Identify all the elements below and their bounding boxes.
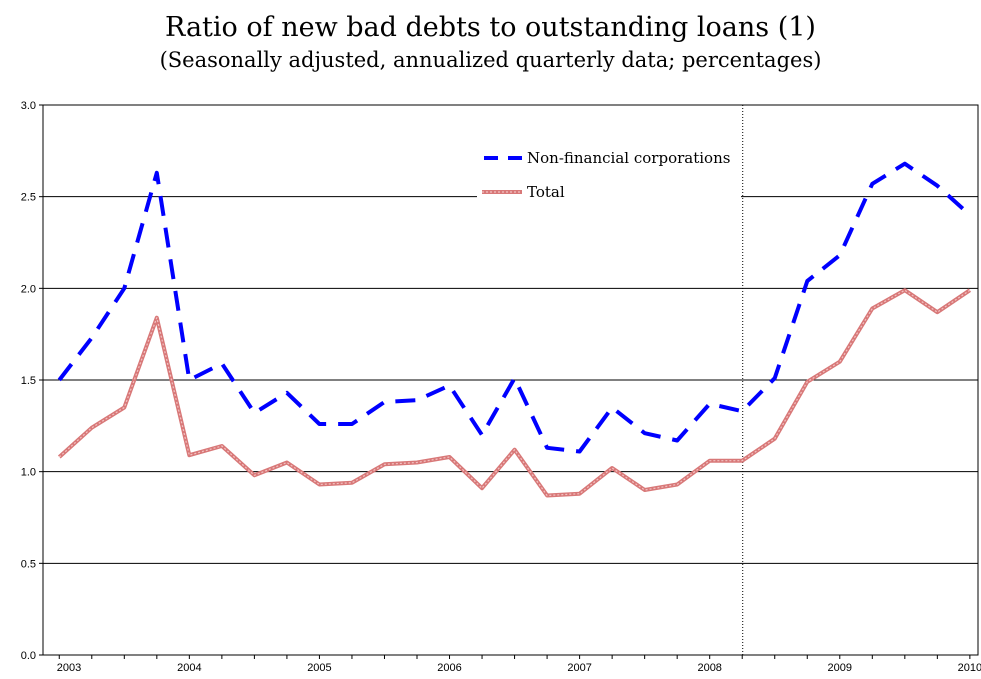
y-tick-label: 2.5 [21, 192, 36, 204]
x-tick-label: 2003 [57, 662, 81, 674]
x-tick-label: 2006 [437, 662, 461, 674]
series-line-non-financial-corporations [57, 161, 972, 454]
x-tick-label: 2008 [697, 662, 721, 674]
series-lines [57, 161, 972, 498]
chart-title: Ratio of new bad debts to outstanding lo… [165, 12, 816, 43]
chart-subtitle: (Seasonally adjusted, annualized quarter… [159, 48, 822, 72]
x-axis: 2003 2004 2005 2006 2007 2008 2009 2010 [57, 655, 981, 674]
y-tick-label: 0.0 [21, 650, 36, 662]
legend: Non-financial corporations Total [477, 145, 741, 205]
x-tick-label: 2009 [828, 662, 852, 674]
y-tick-label: 0.5 [21, 558, 36, 570]
x-tick-label: 2007 [567, 662, 591, 674]
legend-box [477, 145, 741, 205]
series-line-total-texture [58, 289, 971, 497]
x-tick-label: 2004 [177, 662, 201, 674]
y-tick-label: 3.0 [21, 100, 36, 112]
legend-entry-total: Total [527, 183, 565, 201]
y-tick-label: 2.0 [21, 283, 36, 295]
y-tick-label: 1.5 [21, 375, 36, 387]
gridlines [43, 196, 978, 564]
plot-border [42, 104, 979, 656]
y-axis: 0.0 0.5 1.0 1.5 2.0 2.5 3.0 [21, 100, 43, 662]
x-tick-label: 2005 [307, 662, 331, 674]
x-tick-label: 2010 [958, 662, 981, 674]
y-tick-label: 1.0 [21, 467, 36, 479]
legend-entry-non-financial-corporations: Non-financial corporations [527, 149, 730, 167]
